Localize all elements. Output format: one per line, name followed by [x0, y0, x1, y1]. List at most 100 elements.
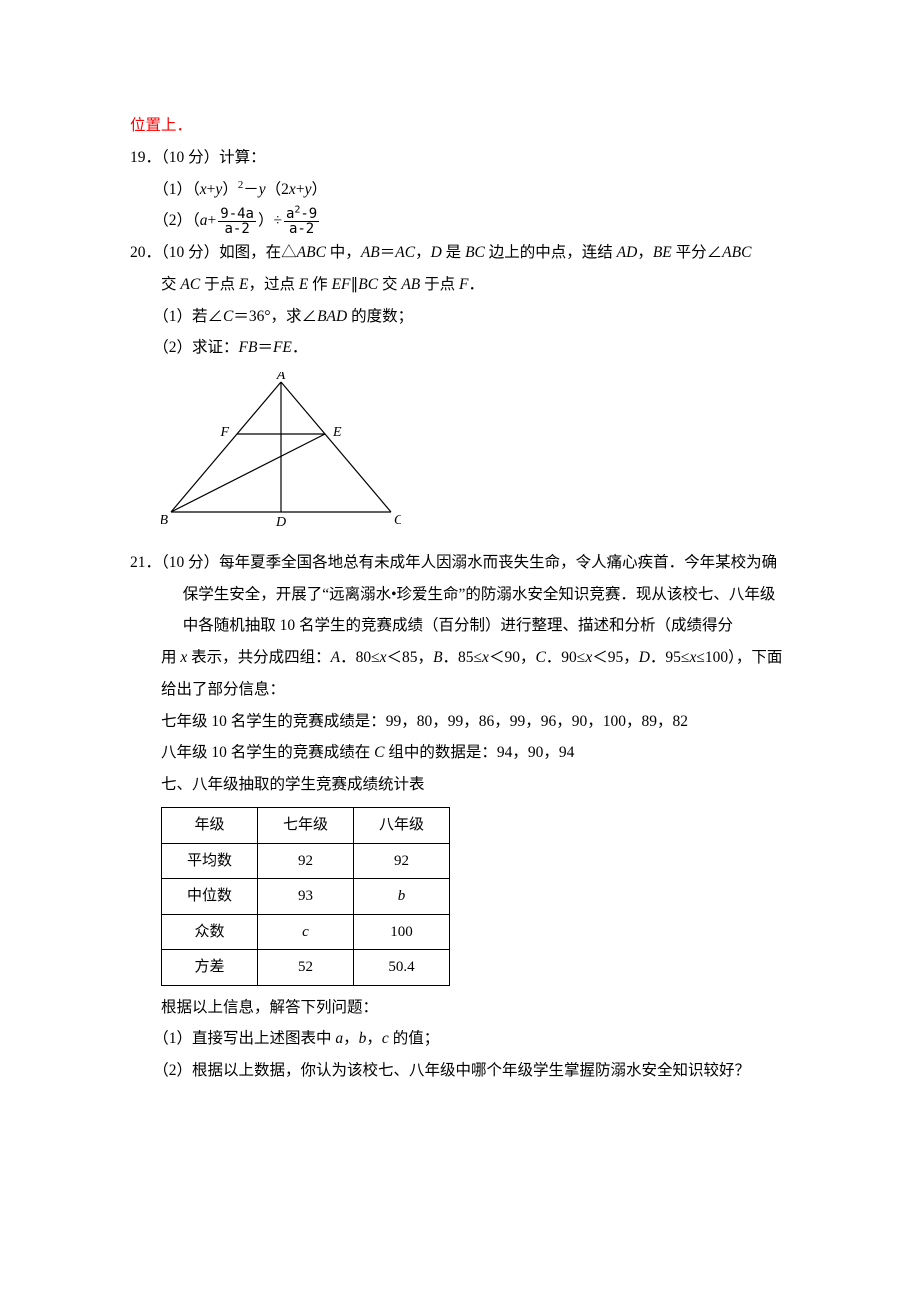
table-cell: 方差 — [162, 950, 258, 986]
table-cell: 中位数 — [162, 879, 258, 915]
t: － — [243, 181, 259, 198]
svg-text:C: C — [394, 513, 401, 527]
t: ， — [343, 1030, 359, 1047]
table-cell: b — [354, 879, 450, 915]
q21-p2: 用 x 表示，共分成四组：A．80≤x＜85，B．85≤x＜90，C．90≤x＜… — [130, 642, 790, 706]
t: ， — [366, 1030, 382, 1047]
table-cell: c — [258, 914, 354, 950]
label: （2）（ — [153, 212, 200, 229]
table-cell: 52 — [258, 950, 354, 986]
fraction-1: 9-4aa-2 — [218, 207, 256, 237]
t: 平分∠ — [672, 244, 722, 261]
t: 于点 — [200, 276, 239, 293]
table-cell: 年级 — [162, 808, 258, 844]
fraction-2: a2-9a-2 — [284, 207, 319, 237]
t: + — [296, 181, 305, 198]
t: -9 — [300, 206, 317, 222]
t: （1）直接写出上述图表中 — [153, 1030, 335, 1047]
t: ） — [311, 181, 327, 198]
q21-sub2: （2）根据以上数据，你认为该校七、八年级中哪个年级学生掌握防溺水安全知识较好？ — [130, 1055, 790, 1087]
svg-text:F: F — [219, 425, 229, 440]
t: 八年级 10 名学生的竞赛成绩在 — [161, 744, 374, 761]
t: ．95≤ — [650, 649, 690, 666]
t: 的度数； — [347, 308, 413, 325]
t: ．80≤ — [340, 649, 380, 666]
t: ）÷ — [258, 212, 282, 229]
C: C — [535, 649, 545, 666]
bc: BC — [465, 244, 485, 261]
t: ＝36°，求∠ — [233, 308, 317, 325]
num: a2-9 — [284, 207, 319, 223]
q19-part1: （1）（x+y）2－y（2x+y） — [130, 174, 790, 206]
t: 中， — [326, 244, 361, 261]
table-cell: 八年级 — [354, 808, 450, 844]
t: ． — [469, 276, 485, 293]
q20-figure: A B C D F E — [161, 372, 790, 539]
x: x — [482, 649, 489, 666]
f: F — [459, 276, 468, 293]
q19-part2: （2）（a+9-4aa-2）÷a2-9a-2 — [130, 205, 790, 237]
t: 用 — [161, 649, 180, 666]
t: ， — [637, 244, 653, 261]
t: （2 — [266, 181, 289, 198]
table-cell: 50.4 — [354, 950, 450, 986]
ad: AD — [617, 244, 638, 261]
abc: ABC — [297, 244, 326, 261]
svg-text:D: D — [275, 515, 286, 527]
t: 的值； — [389, 1030, 439, 1047]
t: ．85≤ — [443, 649, 483, 666]
header-continuation: 位置上． — [130, 110, 790, 142]
t: 21．（10 分）每年夏季全国各地总有未成年人因溺水而丧失生命，令人痛心疾首．今… — [130, 554, 777, 635]
ab: AB — [361, 244, 380, 261]
den: a-2 — [218, 222, 256, 237]
table-cell: 众数 — [162, 914, 258, 950]
t: （ — [192, 181, 200, 198]
q21-p6: 根据以上信息，解答下列问题： — [130, 992, 790, 1024]
fe: FE — [273, 339, 292, 356]
t: ＜90， — [489, 649, 536, 666]
svg-text:B: B — [161, 513, 168, 527]
den: a-2 — [284, 222, 319, 237]
y: y — [259, 181, 266, 198]
t: ， — [415, 244, 431, 261]
t: （2）求证： — [153, 339, 238, 356]
c: C — [223, 308, 233, 325]
D: D — [639, 649, 650, 666]
ac: AC — [180, 276, 200, 293]
table-cell: 平均数 — [162, 843, 258, 879]
x: x — [200, 181, 207, 198]
t: 是 — [442, 244, 465, 261]
triangle-diagram: A B C D F E — [161, 372, 401, 527]
q21-p3: 七年级 10 名学生的竞赛成绩是：99，80，99，86，99，96，90，10… — [130, 706, 790, 738]
table-cell: 92 — [258, 843, 354, 879]
num: 9-4a — [218, 207, 256, 223]
exam-page: 位置上． 19．（10 分）计算： （1）（x+y）2－y（2x+y） （2）（… — [0, 0, 920, 1302]
t: 20．（10 分）如图，在△ — [130, 244, 297, 261]
q19-stem: 19．（10 分）计算： — [130, 142, 790, 174]
q20-line2: 交 AC 于点 E，过点 E 作 EF∥BC 交 AB 于点 F． — [130, 269, 790, 301]
table-row: 方差5250.4 — [162, 950, 450, 986]
question-19: 19．（10 分）计算： （1）（x+y）2－y（2x+y） （2）（a+9-4… — [130, 142, 790, 237]
t: ． — [292, 339, 308, 356]
t: 交 — [161, 276, 180, 293]
q20-sub1: （1）若∠C＝36°，求∠BAD 的度数； — [130, 301, 790, 333]
t: ．90≤ — [546, 649, 586, 666]
C: C — [374, 744, 384, 761]
t: 组中的数据是：94，90，94 — [384, 744, 574, 761]
svg-text:A: A — [276, 372, 286, 383]
t: + — [208, 212, 217, 229]
e: E — [299, 276, 308, 293]
svg-text:E: E — [332, 425, 342, 440]
t: （1）若∠ — [153, 308, 223, 325]
table-cell: 93 — [258, 879, 354, 915]
q20-line1: 20．（10 分）如图，在△ABC 中，AB＝AC，D 是 BC 边上的中点，连… — [130, 237, 790, 269]
t: 作 — [308, 276, 331, 293]
table-row: 年级七年级八年级 — [162, 808, 450, 844]
be: BE — [653, 244, 672, 261]
table-cell: 92 — [354, 843, 450, 879]
q20-sub2: （2）求证：FB＝FE． — [130, 332, 790, 364]
c: c — [382, 1030, 389, 1047]
q21-p5: 七、八年级抽取的学生竞赛成绩统计表 — [130, 769, 790, 801]
t: 边上的中点，连结 — [485, 244, 617, 261]
abc: ABC — [722, 244, 751, 261]
